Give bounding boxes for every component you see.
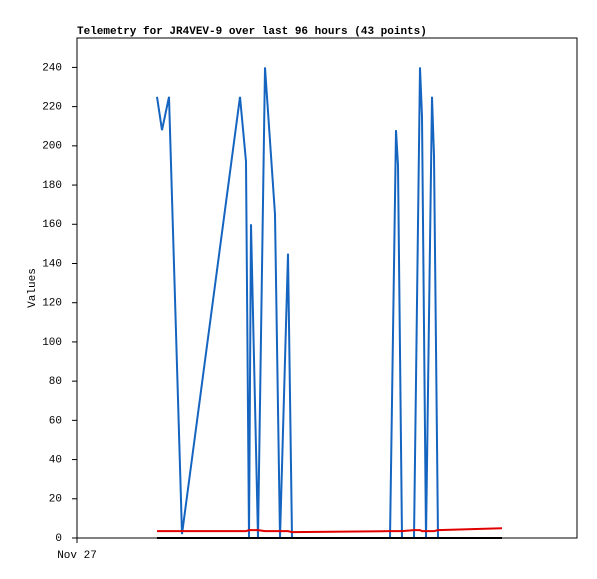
y-tick-label: 140 xyxy=(42,258,62,270)
series-line xyxy=(156,67,502,539)
y-tick-label: 160 xyxy=(42,219,62,231)
y-tick-label: 100 xyxy=(42,337,62,349)
y-tick-label: 20 xyxy=(49,494,62,506)
y-tick-label: 200 xyxy=(42,141,62,153)
y-tick-label: 40 xyxy=(49,454,62,466)
y-tick-label: 80 xyxy=(49,376,62,388)
y-tick-label: 220 xyxy=(42,102,62,114)
y-axis-label: Values xyxy=(27,268,39,308)
y-tick-label: 60 xyxy=(49,415,62,427)
x-tick-label: Nov 27 xyxy=(57,550,97,562)
series-line xyxy=(157,527,503,534)
y-tick-label: 120 xyxy=(42,298,62,310)
y-tick-label: 240 xyxy=(42,62,62,74)
y-tick-label: 180 xyxy=(42,180,62,192)
y-tick-label: 0 xyxy=(55,533,62,545)
plot-frame xyxy=(76,37,578,539)
chart-title: Telemetry for JR4VEV-9 over last 96 hour… xyxy=(77,26,427,38)
